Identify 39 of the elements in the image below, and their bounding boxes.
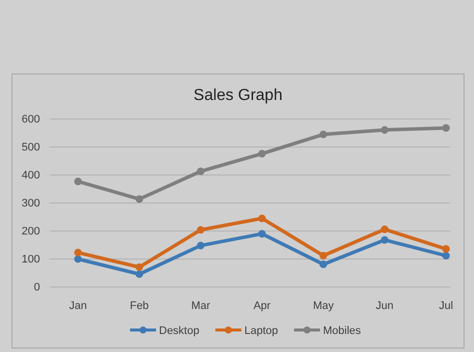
- point: [136, 270, 144, 278]
- point: [320, 252, 328, 260]
- point: [196, 242, 204, 250]
- y-tick-label: 400: [22, 170, 40, 182]
- y-tick-label: 100: [22, 254, 40, 266]
- x-tick-label: Apr: [253, 300, 271, 312]
- legend-label: Desktop: [159, 325, 200, 337]
- x-tick-label: Jul: [438, 300, 454, 312]
- x-tick-label: Feb: [130, 300, 149, 312]
- x-tick-label: Mar: [191, 300, 210, 312]
- point: [380, 226, 388, 234]
- point: [258, 214, 266, 222]
- point: [380, 236, 388, 244]
- point: [320, 130, 328, 138]
- y-tick-label: 0: [34, 282, 40, 294]
- legend-label: Mobiles: [323, 325, 362, 337]
- y-tick-label: 300: [22, 198, 40, 210]
- legend-label: Laptop: [244, 325, 278, 337]
- point: [136, 263, 144, 271]
- y-tick-label: 500: [22, 142, 40, 154]
- point: [258, 150, 266, 158]
- point: [442, 245, 450, 253]
- point: [136, 195, 144, 203]
- point: [74, 248, 82, 256]
- point: [196, 168, 204, 176]
- y-tick-label: 600: [22, 114, 40, 126]
- point: [442, 252, 450, 260]
- point: [442, 124, 450, 132]
- point: [380, 126, 388, 134]
- point: [320, 260, 328, 268]
- x-tick-label: Jan: [69, 300, 87, 312]
- point: [74, 178, 82, 186]
- point: [74, 255, 82, 263]
- x-tick-label: Jun: [376, 300, 394, 312]
- point: [258, 230, 266, 238]
- x-tick-label: May: [312, 300, 334, 312]
- point: [196, 226, 204, 234]
- y-tick-label: 200: [22, 226, 40, 238]
- chart-title: Sales Graph: [194, 87, 282, 104]
